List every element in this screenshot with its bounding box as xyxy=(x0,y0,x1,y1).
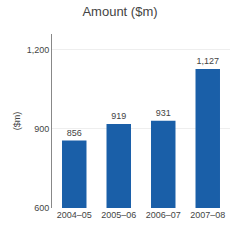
svg-text:2006–07: 2006–07 xyxy=(146,210,181,220)
svg-text:($m): ($m) xyxy=(12,112,22,131)
svg-text:919: 919 xyxy=(111,111,126,121)
svg-text:600: 600 xyxy=(34,203,49,213)
svg-text:2005–06: 2005–06 xyxy=(101,210,136,220)
svg-text:Amount ($m): Amount ($m) xyxy=(82,4,157,19)
svg-text:900: 900 xyxy=(34,124,49,134)
svg-text:1,127: 1,127 xyxy=(196,56,219,66)
svg-text:856: 856 xyxy=(67,128,82,138)
svg-text:931: 931 xyxy=(156,108,171,118)
svg-text:1,200: 1,200 xyxy=(27,45,50,55)
svg-text:2004–05: 2004–05 xyxy=(57,210,92,220)
svg-text:2007–08: 2007–08 xyxy=(190,210,225,220)
